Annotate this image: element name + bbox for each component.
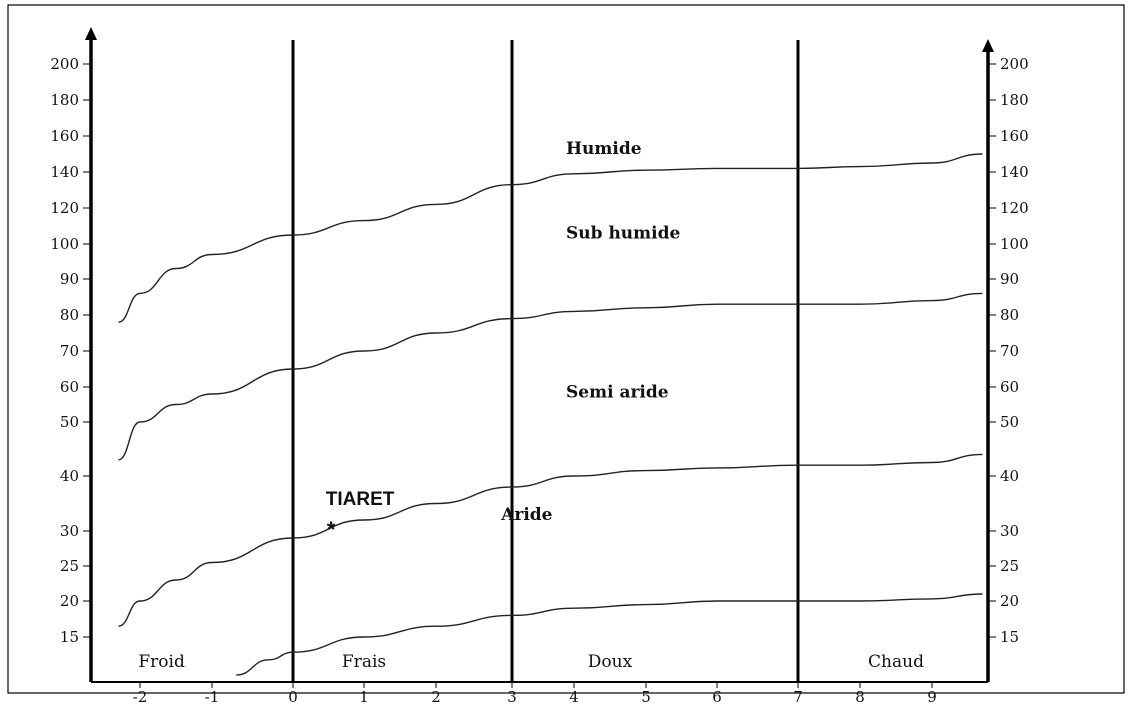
zone-boundary-lines [291, 40, 800, 682]
boundary-curve-4 [236, 593, 983, 676]
y-tick-label-left: 20 [60, 592, 79, 610]
x-tick-label: 0 [288, 688, 298, 706]
x-tick-label: 3 [507, 688, 517, 706]
x-tick-label: -2 [133, 688, 148, 706]
y-tick-label-right: 90 [1000, 270, 1019, 288]
chart-border [7, 4, 1125, 694]
y-tick-label-right: 80 [1000, 306, 1019, 324]
y-tick-label-left: 120 [50, 199, 79, 217]
y-tick-label-right: 120 [1000, 199, 1029, 217]
y-tick-label-left: 40 [60, 467, 79, 485]
y-tick-label-right: 15 [1000, 628, 1019, 646]
region-label: Sub humide [566, 224, 680, 244]
y-tick-label-left: 70 [60, 342, 79, 360]
x-tick-label: 6 [712, 688, 722, 706]
y-tick-label-left: 80 [60, 306, 79, 324]
y-tick-label-left: 100 [50, 235, 79, 253]
boundary-curve-3 [118, 453, 983, 627]
curves [118, 153, 983, 676]
region-label: Humide [566, 139, 642, 159]
y-tick-label-left: 140 [50, 163, 79, 181]
y-tick-label-right: 20 [1000, 592, 1019, 610]
region-label: Semi aride [566, 383, 669, 403]
y-tick-label-right: 30 [1000, 522, 1019, 540]
y-tick-label-right: 60 [1000, 378, 1019, 396]
y-tick-label-left: 30 [60, 522, 79, 540]
x-tick-label: 4 [569, 688, 579, 706]
right-axis-arrow [982, 39, 994, 52]
x-tick-label: 5 [641, 688, 651, 706]
y-tick-label-left: 15 [60, 628, 79, 646]
zone-label: Chaud [868, 652, 924, 672]
station-point: TIARET * [326, 489, 395, 542]
y-tick-label-right: 140 [1000, 163, 1029, 181]
y-tick-label-right: 160 [1000, 127, 1029, 145]
y-tick-label-right: 200 [1000, 55, 1029, 73]
y-tick-label-left: 90 [60, 270, 79, 288]
zone-label: Doux [588, 652, 633, 672]
y-tick-label-left: 25 [60, 557, 79, 575]
x-tick-label: 7 [793, 688, 803, 706]
boundary-curve-2 [118, 292, 983, 461]
region-labels: Humide Sub humide Semi aride Aride [500, 139, 680, 525]
y-tick-label-left: 50 [60, 413, 79, 431]
boundary-curve-1 [118, 153, 983, 323]
y-tick-label-right: 50 [1000, 413, 1019, 431]
x-tick-label: -1 [205, 688, 220, 706]
x-tick-label: 8 [855, 688, 865, 706]
x-tick-label: 2 [431, 688, 441, 706]
y-tick-label-right: 40 [1000, 467, 1019, 485]
y-tick-label-left: 60 [60, 378, 79, 396]
y-tick-label-left: 180 [50, 91, 79, 109]
x-tick-label: 1 [359, 688, 369, 706]
zone-labels: Froid Frais Doux Chaud [138, 652, 924, 672]
y-tick-label-right: 100 [1000, 235, 1029, 253]
y-tick-label-left: 160 [50, 127, 79, 145]
zone-label: Froid [138, 652, 185, 672]
y-tick-label-right: 25 [1000, 557, 1019, 575]
y-tick-label-right: 180 [1000, 91, 1029, 109]
y-tick-label-left: 200 [50, 55, 79, 73]
station-marker: * [327, 517, 336, 542]
station-label: TIARET [326, 489, 395, 510]
left-axis-arrow [85, 27, 97, 40]
region-label: Aride [500, 505, 552, 525]
y-tick-label-right: 70 [1000, 342, 1019, 360]
zone-label: Frais [342, 652, 386, 672]
x-tick-label: 9 [927, 688, 937, 706]
